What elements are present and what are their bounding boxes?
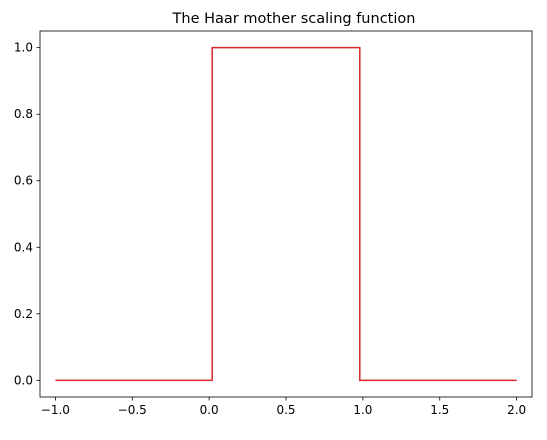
y-tick-label-3: 0.6 xyxy=(14,174,33,188)
plot-area xyxy=(55,46,517,382)
y-tick-label-5: 1.0 xyxy=(14,41,33,55)
series-line-0 xyxy=(55,46,517,382)
x-tick-label-1: −0.5 xyxy=(118,403,147,417)
y-tick-label-1: 0.2 xyxy=(14,307,33,321)
y-tick-label-2: 0.4 xyxy=(14,240,33,254)
y-tick-label-4: 0.8 xyxy=(14,107,33,121)
x-tick-label-4: 1.0 xyxy=(353,403,372,417)
plot-frame xyxy=(39,30,533,398)
y-tick-label-0: 0.0 xyxy=(14,373,33,387)
chart-title: The Haar mother scaling function xyxy=(172,11,416,27)
x-tick-label-2: 0.0 xyxy=(200,403,219,417)
x-tick-label-5: 1.5 xyxy=(430,403,449,417)
x-tick-label-6: 2.0 xyxy=(507,403,526,417)
x-tick-label-0: −1.0 xyxy=(41,403,70,417)
axes: −1.0 −0.5 0.0 0.5 1.0 1.5 2.0 0.0 0.2 0.4 0.6 0.8 1.… xyxy=(14,30,533,417)
x-tick-label-3: 0.5 xyxy=(276,403,295,417)
